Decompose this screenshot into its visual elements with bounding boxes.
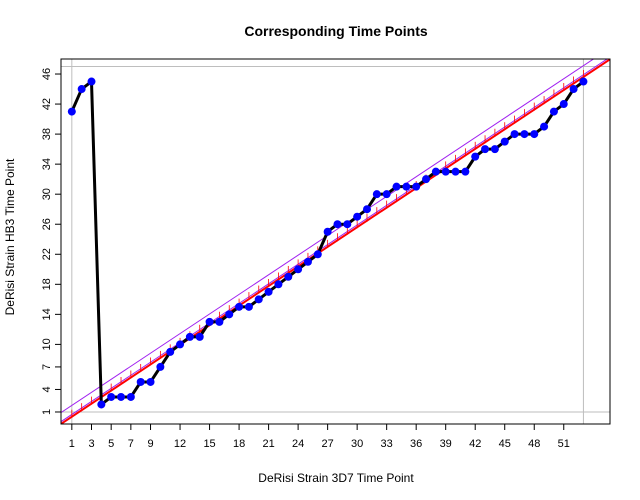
x-tick-label: 15	[203, 438, 215, 450]
data-point	[136, 377, 145, 386]
data-point	[540, 122, 549, 131]
data-series	[67, 77, 588, 409]
x-tick-label: 42	[469, 438, 481, 450]
chart-title: Corresponding Time Points	[244, 23, 428, 39]
y-tick-label: 10	[41, 338, 53, 350]
axes: 1 3 5 7 9 12 15 18 21 24 27 30 33 36 39 42 45 48 511471014…	[41, 68, 570, 450]
x-axis-label: DeRisi Strain 3D7 Time Point	[258, 471, 414, 485]
y-tick-label: 46	[41, 68, 53, 80]
data-point	[353, 212, 362, 221]
data-point	[382, 190, 391, 199]
data-point	[372, 190, 381, 199]
x-tick-label: 36	[410, 438, 422, 450]
data-point	[333, 220, 342, 229]
x-tick-label: 21	[262, 438, 274, 450]
data-point	[343, 220, 352, 229]
data-point	[215, 317, 224, 326]
data-point	[431, 167, 440, 176]
x-tick-label: 30	[351, 438, 363, 450]
data-point	[441, 167, 450, 176]
data-point	[205, 317, 214, 326]
data-point	[461, 167, 470, 176]
data-point	[146, 377, 155, 386]
data-point	[392, 182, 401, 191]
x-tick-label: 9	[147, 438, 153, 450]
data-point	[284, 272, 293, 281]
data-point	[67, 107, 76, 116]
data-point	[549, 107, 558, 116]
data-point	[185, 332, 194, 341]
y-tick-label: 42	[41, 98, 53, 110]
data-point	[303, 257, 312, 266]
data-point	[244, 302, 253, 311]
data-point	[294, 265, 303, 274]
x-tick-label: 48	[528, 438, 540, 450]
fit-line	[61, 59, 610, 424]
data-point	[510, 130, 519, 139]
data-point	[559, 100, 568, 109]
data-point	[520, 130, 529, 139]
data-point	[166, 347, 175, 356]
data-point	[402, 182, 411, 191]
y-tick-label: 22	[41, 248, 53, 260]
y-tick-label: 26	[41, 218, 53, 230]
x-tick-label: 7	[128, 438, 134, 450]
y-tick-label: 30	[41, 188, 53, 200]
y-tick-label: 7	[41, 364, 53, 370]
x-tick-label: 5	[108, 438, 114, 450]
y-tick-label: 14	[41, 308, 53, 320]
confidence-band-line	[61, 59, 608, 423]
data-point	[87, 77, 96, 86]
y-tick-label: 34	[41, 158, 53, 170]
y-tick-label: 18	[41, 278, 53, 290]
x-tick-label: 12	[174, 438, 186, 450]
data-point	[481, 145, 490, 154]
data-point	[254, 295, 263, 304]
x-tick-label: 45	[499, 438, 511, 450]
data-point	[264, 287, 273, 296]
reference-lines	[61, 59, 610, 424]
data-point	[195, 332, 204, 341]
data-point	[235, 302, 244, 311]
x-tick-label: 39	[440, 438, 452, 450]
y-tick-label: 4	[41, 386, 53, 392]
y-tick-label: 1	[41, 409, 53, 415]
data-point	[313, 250, 322, 259]
data-point	[451, 167, 460, 176]
data-point	[77, 85, 86, 94]
x-tick-label: 1	[69, 438, 75, 450]
data-point	[490, 145, 499, 154]
data-point	[225, 310, 234, 319]
data-point	[579, 77, 588, 86]
data-point	[569, 85, 578, 94]
data-point	[323, 227, 332, 236]
data-point	[422, 175, 431, 184]
confidence-band-line	[61, 59, 595, 414]
data-point	[530, 130, 539, 139]
plot-frame	[60, 58, 611, 425]
x-tick-label: 18	[233, 438, 245, 450]
y-tick-label: 38	[41, 128, 53, 140]
x-tick-label: 27	[322, 438, 334, 450]
data-point	[412, 182, 421, 191]
data-point	[176, 340, 185, 349]
data-point	[274, 280, 283, 289]
y-axis-label: DeRisi Strain HB3 Time Point	[3, 158, 17, 315]
data-point	[500, 137, 509, 146]
x-tick-label: 51	[558, 438, 570, 450]
data-point	[156, 362, 165, 371]
x-tick-label: 3	[88, 438, 94, 450]
data-point	[107, 392, 116, 401]
data-point	[362, 205, 371, 214]
x-tick-label: 33	[381, 438, 393, 450]
x-tick-label: 24	[292, 438, 304, 450]
data-point	[117, 392, 126, 401]
grid-lines	[61, 59, 610, 424]
data-point	[471, 152, 480, 161]
data-point	[126, 392, 135, 401]
data-point	[97, 400, 106, 409]
